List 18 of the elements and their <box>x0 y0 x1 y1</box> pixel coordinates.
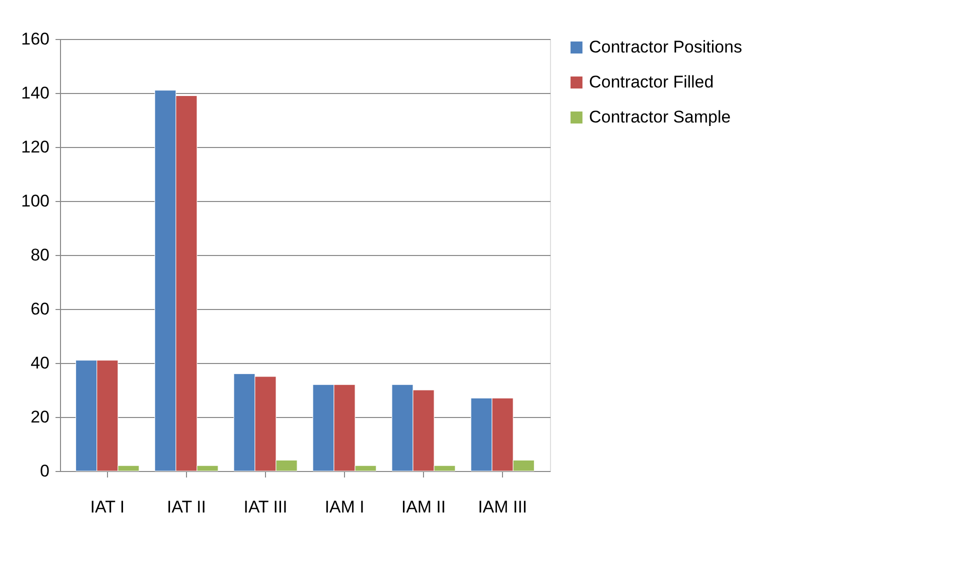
x-tick-label: IAT II <box>166 498 206 516</box>
x-tick-label: IAT III <box>244 498 288 516</box>
y-tick-label: 140 <box>21 84 50 102</box>
x-tick-label: IAM I <box>324 498 364 516</box>
legend-label: Contractor Sample <box>589 108 731 126</box>
y-tick-label: 0 <box>40 462 50 480</box>
y-tick-label: 100 <box>21 192 50 210</box>
y-tick-label: 80 <box>30 246 50 264</box>
y-tick-label: 60 <box>30 300 50 318</box>
y-tick-label: 120 <box>21 138 50 156</box>
legend-label: Contractor Positions <box>589 38 742 56</box>
y-tick-label: 160 <box>21 30 50 48</box>
y-tick-label: 40 <box>30 354 50 372</box>
x-tick-label: IAM III <box>478 498 528 516</box>
x-tick-label: IAM II <box>401 498 446 516</box>
y-tick-label: 20 <box>30 408 50 426</box>
x-tick-label: IAT I <box>90 498 125 516</box>
legend-label: Contractor Filled <box>589 72 714 92</box>
